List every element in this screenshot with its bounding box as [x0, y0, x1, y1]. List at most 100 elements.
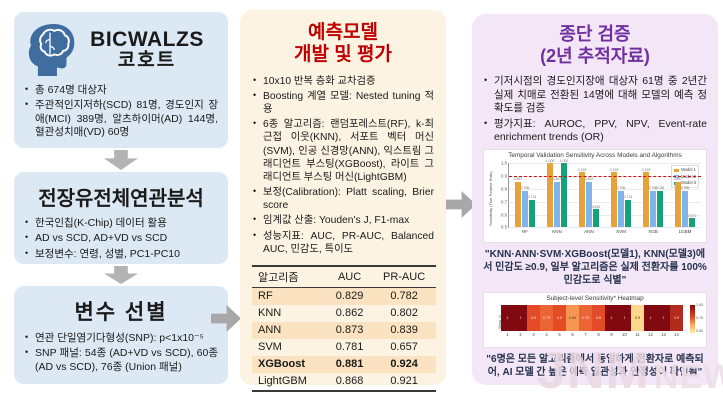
variable-selection-title: 변수 선별: [74, 301, 168, 324]
variable-selection-box: 변수 선별 연관 단일염기다형성(SNP): p<1x10⁻⁵ SNP 패널: …: [14, 286, 228, 384]
table-row: LightGBM 0.868 0.921: [252, 372, 436, 392]
heatmap-x-label: 8: [597, 332, 600, 338]
cell-pr-auc: 0.839: [390, 324, 418, 337]
cell-name: ANN: [258, 324, 282, 337]
consistency-note: "6명은 모든 알고리즘에서 동일하게 전환자로 예측되어, AI 모델 간 높…: [486, 354, 704, 379]
heatmap-x-label: 3: [532, 332, 535, 338]
cell-name: LightGBM: [252, 372, 327, 392]
bar-value-label: 0.643: [591, 204, 601, 209]
bar: [547, 163, 553, 228]
brain-icon: [28, 23, 75, 77]
gwas-bullet-3: 보정변수: 연령, 성별, PC1-PC10: [24, 248, 218, 261]
x-axis-tick: ANN: [584, 229, 594, 235]
x-axis-tick: SVM: [616, 229, 626, 235]
model-bullet-4: 보정(Calibration): Platt scaling, Brier sc…: [252, 186, 434, 212]
heatmap-x-label: 1: [506, 332, 509, 338]
performance-table-header-row: 알고리즘 AUC PR-AUC: [252, 264, 436, 288]
heatmap-cell: 0.8: [553, 305, 566, 332]
validation-title-line1: 종단 검증: [559, 24, 631, 44]
bar: [561, 163, 567, 228]
sensitivity-summary-quote: "KNN·ANN·SVM·XGBoost(모델1), KNN(모델3)에서 민감…: [483, 249, 707, 287]
subject-sensitivity-heatmap: Subject-level Sensitivity* Heatmap Sens_…: [483, 292, 707, 349]
cell-auc: 0.829: [335, 290, 364, 303]
x-axis-tick: XGB: [648, 229, 658, 235]
bar-value-label: 1.000: [545, 158, 555, 163]
heatmap-x-label: 14: [674, 332, 679, 338]
heatmap-cell: 0.5: [631, 305, 644, 332]
gridline: [509, 201, 701, 203]
performance-table: 알고리즘 AUC PR-AUC RF 0.829 0.782 KNN 0.862…: [252, 264, 436, 392]
col-header-algorithm: 알고리즘: [252, 264, 327, 288]
heatmap-x-label: 7: [584, 332, 587, 338]
gridline: [509, 214, 701, 216]
cell-pr-auc: 0.921: [372, 372, 436, 392]
bar-value-label: 0.929: [577, 167, 587, 172]
prediction-model-title-line2: 개발 및 평가: [294, 43, 392, 65]
gridline: [509, 188, 701, 190]
legend-label: Model 3: [681, 179, 696, 185]
bar-value-label: 0.857: [552, 177, 562, 182]
cell-pr-auc: 0.802: [390, 307, 418, 320]
validation-bullet-1: 기저시점의 경도인지장애 대상자 61명 중 2년간 실제 치매로 전환된 14…: [483, 75, 707, 115]
legend-swatch: [674, 169, 680, 173]
bar-chart-title: Temporal Validation Sensitivity Across M…: [508, 152, 682, 160]
heatmap-x-label: 13: [661, 332, 666, 338]
cohort-bullet-1: 총 674명 대상자: [24, 84, 218, 97]
colorbar-tick: 0.75: [696, 316, 703, 321]
bar: [586, 181, 592, 228]
prediction-model-box: 예측모델 개발 및 평가 10x10 반복 층화 교차검증 Boosting 계…: [240, 10, 446, 392]
down-arrow-icon: [104, 266, 138, 284]
bar-value-label: 0.714: [527, 195, 537, 200]
heatmap-title: Subject-level Sensitivity* Heatmap: [546, 295, 644, 303]
cohort-title-line2: 코호트: [117, 50, 177, 72]
bar-value-label: 0.786: [616, 186, 626, 191]
heatmap-cell: 0.65: [566, 305, 579, 332]
cohort-title-line1: BICWALZS: [90, 28, 204, 51]
heatmap-cell: 0.9: [670, 305, 683, 332]
selection-bullet-1: 연관 단일염기다형성(SNP): p<1x10⁻⁵: [24, 332, 218, 345]
cell-auc: 0.868: [326, 372, 373, 392]
prediction-model-bullets: 10x10 반복 층화 교차검증 Boosting 계열 모델: Nested …: [252, 75, 434, 256]
model-bullet-3: 6종 알고리즘: 랜덤포레스트(RF), k-최근접 이웃(KNN), 서포트 …: [252, 118, 434, 184]
colorbar-tick: 0.50: [696, 329, 703, 334]
table-row: SVM 0.781 0.657: [252, 339, 436, 356]
cell-pr-auc: 0.657: [390, 341, 418, 354]
bar-value-label: 0.571: [687, 213, 697, 218]
colorbar-tick: 1.00: [696, 303, 703, 308]
bar-value-label: 0.714: [623, 195, 633, 200]
cell-auc: 0.781: [335, 341, 364, 354]
cell-name: XGBoost: [258, 358, 306, 371]
model-bullet-6: 성능지표: AUC, PR-AUC, Balanced AUC, 민감도, 특이…: [252, 230, 434, 256]
bar: [618, 190, 624, 228]
cohort-box: BICWALZS 코호트 총 674명 대상자 주관적인지저하(SCD) 81명…: [14, 12, 228, 148]
bar: [689, 218, 695, 228]
cell-name: SVM: [258, 341, 282, 354]
cohort-bullet-2: 주관적인지저하(SCD) 81명, 경도인지 장애(MCI) 389명, 알츠하…: [24, 99, 218, 139]
selection-bullet-2: SNP 패널: 54종 (AD+VD vs SCD), 60종 (AD vs S…: [24, 347, 218, 374]
gridline: [509, 163, 701, 165]
y-axis-tick: 0.9: [501, 173, 507, 179]
bar-value-label: 1.000: [559, 158, 569, 163]
table-row: RF 0.829 0.782: [252, 287, 436, 305]
gwas-title: 전장유전체연관분석: [38, 188, 204, 210]
bar: [529, 199, 535, 228]
cell-auc: 0.862: [335, 307, 364, 320]
cell-name: RF: [258, 290, 273, 303]
validation-bullet-2: 평가지표: AUROC, PPV, NPV, Event-rate enrich…: [483, 118, 707, 145]
heatmap-cell: 0.75: [540, 305, 553, 332]
table-row-highlighted: XGBoost 0.881 0.924: [252, 355, 436, 373]
heatmap-cell: 1: [618, 305, 631, 332]
bar: [522, 190, 528, 228]
bar: [675, 181, 681, 228]
down-arrow-icon: [104, 150, 138, 170]
x-axis-tick: LGBM: [678, 229, 692, 235]
heatmap-cell: 0.8: [527, 305, 540, 332]
longitudinal-validation-box: 종단 검증 (2년 추적자료) 기저시점의 경도인지장애 대상자 61명 중 2…: [472, 14, 718, 385]
validation-bullets: 기저시점의 경도인지장애 대상자 61명 중 2년간 실제 치매로 전환된 14…: [483, 75, 707, 144]
heatmap-x-label: 5: [558, 332, 561, 338]
bar: [682, 190, 688, 228]
table-row: ANN 0.873 0.839: [252, 321, 436, 339]
col-header-auc: AUC: [326, 264, 373, 288]
heatmap-cell: 0.8: [592, 305, 605, 332]
